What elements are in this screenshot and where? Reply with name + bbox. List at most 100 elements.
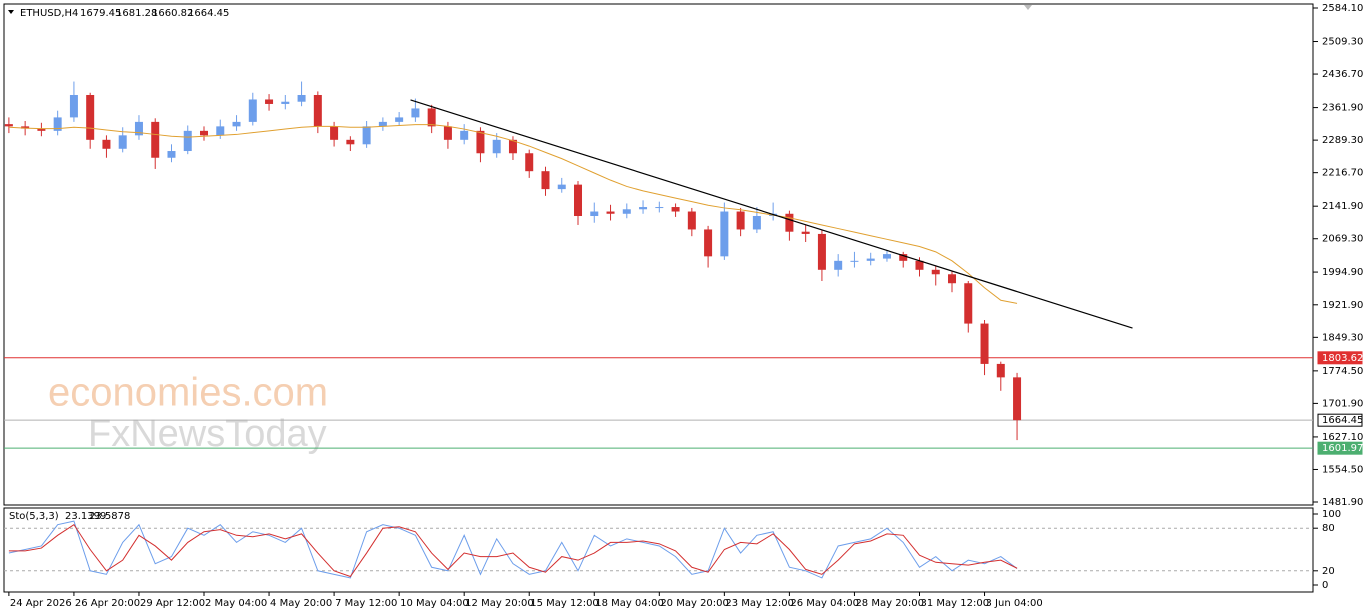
menu-arrow[interactable]	[8, 10, 14, 14]
main-frame	[3, 3, 1314, 506]
indicator-frame	[3, 507, 1314, 593]
indicator-line	[8, 523, 1018, 578]
candle-body	[427, 108, 436, 127]
symbol-title: ETHUSD,H4	[20, 8, 78, 19]
header-close: 1664.45	[188, 8, 229, 19]
y-tick-label: 80	[1322, 523, 1335, 534]
candle-body	[37, 128, 46, 131]
candle-body	[964, 283, 973, 324]
candle-body	[606, 211, 615, 214]
candle-body	[460, 130, 469, 140]
candle-body	[102, 139, 111, 149]
candle-body	[21, 126, 30, 129]
y-tick-label: 2141.90	[1322, 201, 1363, 212]
candle-body	[395, 117, 404, 122]
candle-body	[167, 151, 176, 158]
candle-body	[200, 130, 209, 136]
candle-body	[281, 101, 290, 104]
candle-body	[346, 139, 355, 145]
x-tick-label: 2 May 04:00	[205, 598, 267, 609]
y-tick-label: 1849.30	[1322, 332, 1363, 343]
candle-body	[736, 211, 745, 230]
candle-body	[785, 213, 794, 232]
y-tick-label: 1627.10	[1322, 432, 1363, 443]
candle-body	[671, 207, 680, 212]
candle-body	[118, 135, 127, 149]
moving-average	[8, 124, 1018, 304]
x-tick-label: 20 May 20:00	[660, 598, 729, 609]
y-tick-label: 2216.70	[1322, 168, 1363, 179]
x-tick-label: 12 May 20:00	[465, 598, 534, 609]
candle-body	[882, 254, 891, 259]
candle-body	[850, 260, 859, 262]
candle-body	[232, 121, 241, 127]
x-tick-label: 18 May 04:00	[595, 598, 664, 609]
y-tick-label: 1701.90	[1322, 398, 1363, 409]
candle-body	[915, 260, 924, 270]
x-tick-label: 3 Jun 04:00	[986, 598, 1043, 609]
candle-body	[216, 126, 225, 136]
price-tag-label: 1664.45	[1322, 415, 1363, 426]
candle-body	[1013, 377, 1022, 421]
candle-body	[996, 363, 1005, 378]
candle-body	[704, 229, 713, 257]
candle-body	[752, 216, 761, 230]
x-tick-label: 26 Apr 20:00	[75, 598, 140, 609]
x-tick-label: 23 May 12:00	[725, 598, 794, 609]
candle-body	[4, 124, 13, 127]
candle-body	[248, 99, 257, 122]
watermark: economies.com	[48, 371, 328, 415]
candle-body	[866, 258, 875, 261]
candle-body	[86, 94, 95, 140]
x-tick-label: 15 May 12:00	[530, 598, 599, 609]
header-high: 1681.28	[116, 8, 157, 19]
y-tick-label: 2509.30	[1322, 37, 1363, 48]
candle-body	[590, 211, 599, 217]
candle-body	[817, 233, 826, 270]
candle-body	[411, 108, 420, 118]
candle-body	[134, 121, 143, 136]
candle-body	[313, 94, 322, 127]
candle-body	[557, 184, 566, 190]
candle-body	[151, 121, 160, 158]
header-low: 1660.82	[152, 8, 193, 19]
y-tick-label: 1774.50	[1322, 366, 1363, 377]
indicator-main: 23.1399	[65, 511, 106, 522]
x-tick-label: 28 May 20:00	[855, 598, 924, 609]
candle-body	[297, 94, 306, 102]
y-tick-label: 2069.30	[1322, 234, 1363, 245]
candle-body	[931, 269, 940, 275]
candle-body	[183, 130, 192, 152]
candle-body	[687, 211, 696, 230]
y-tick-label: 1554.50	[1322, 464, 1363, 475]
x-tick-label: 10 May 04:00	[400, 598, 469, 609]
candle-body	[378, 121, 387, 127]
candle-body	[476, 130, 485, 154]
price-tag-label: 1601.97	[1322, 443, 1363, 454]
candle-body	[525, 153, 534, 172]
candle-body	[69, 94, 78, 118]
trendline	[410, 99, 1133, 329]
y-tick-label: 2361.90	[1322, 103, 1363, 114]
candle-body	[492, 139, 501, 154]
shift-marker	[1024, 5, 1032, 10]
candle-body	[834, 260, 843, 270]
watermark: FxNewsToday	[88, 413, 327, 455]
y-tick-label: 0	[1322, 580, 1328, 591]
price-tag	[1317, 441, 1363, 455]
candle-body	[574, 184, 583, 217]
candle-body	[720, 211, 729, 257]
price-tag-label: 1803.62	[1322, 353, 1363, 364]
candle-body	[541, 171, 550, 190]
y-tick-label: 2289.30	[1322, 135, 1363, 146]
y-tick-label: 20	[1322, 566, 1335, 577]
x-tick-label: 29 Apr 12:00	[140, 598, 205, 609]
candle-body	[330, 126, 339, 140]
x-tick-label: 4 May 20:00	[270, 598, 332, 609]
price-tag	[1317, 351, 1363, 365]
x-tick-label: 31 May 12:00	[920, 598, 989, 609]
candle-body	[948, 274, 957, 284]
candle-body	[801, 231, 810, 234]
